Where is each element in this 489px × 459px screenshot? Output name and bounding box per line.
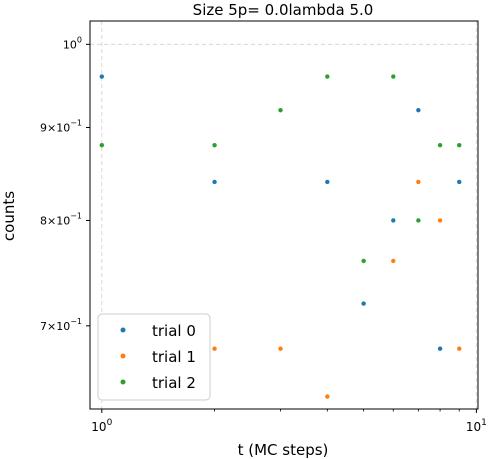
data-point-trial-0: [325, 179, 330, 185]
legend: trial 0 trial 1 trial 2: [97, 313, 211, 401]
x-tick-label: 100: [91, 418, 112, 434]
data-point-trial-1: [457, 346, 462, 351]
legend-box: [97, 313, 211, 401]
legend-marker: [120, 353, 126, 359]
y-tick-label: 7×10−1: [40, 317, 82, 333]
data-point-trial-1: [437, 218, 443, 223]
data-point-trial-2: [278, 107, 283, 113]
legend-marker: [120, 327, 126, 333]
plot-frame: [89, 20, 479, 410]
data-point-trial-2: [212, 143, 217, 148]
data-point-trial-0: [437, 346, 443, 351]
data-point-trial-2: [361, 258, 366, 264]
data-points: [99, 74, 462, 399]
data-point-trial-1: [212, 346, 217, 351]
legend-marker: [120, 379, 126, 385]
y-tick-label: 9×10−1: [40, 118, 82, 134]
data-point-trial-0: [416, 107, 421, 113]
legend-label: trial 2: [152, 374, 196, 392]
data-point-trial-0: [212, 179, 217, 185]
data-point-trial-1: [416, 179, 421, 185]
data-point-trial-2: [457, 143, 462, 148]
y-tick-label: 100: [63, 35, 82, 51]
data-point-trial-1: [391, 258, 396, 264]
data-point-trial-2: [437, 143, 443, 148]
y-tick-label: 8×10−1: [40, 211, 82, 227]
data-point-trial-2: [99, 143, 105, 148]
legend-label: trial 1: [152, 348, 196, 366]
data-point-trial-1: [278, 346, 283, 351]
data-point-trial-0: [391, 218, 396, 223]
data-point-trial-2: [325, 74, 330, 79]
x-axis-ticks: 100 101: [91, 409, 487, 434]
data-point-trial-2: [391, 74, 396, 79]
data-point-trial-2: [416, 218, 421, 223]
data-point-trial-0: [99, 74, 105, 79]
data-point-trial-1: [325, 394, 330, 399]
y-axis-ticks: 100 9×10−1 8×10−1 7×10−1: [40, 35, 90, 333]
data-point-trial-0: [361, 301, 366, 306]
data-point-trial-0: [457, 179, 462, 185]
legend-label: trial 0: [152, 322, 196, 340]
x-axis-label: t (MC steps): [238, 441, 329, 459]
y-axis-label: counts: [0, 191, 18, 241]
x-tick-label: 101: [466, 418, 487, 434]
chart-title: Size 5p= 0.0lambda 5.0: [193, 1, 374, 19]
